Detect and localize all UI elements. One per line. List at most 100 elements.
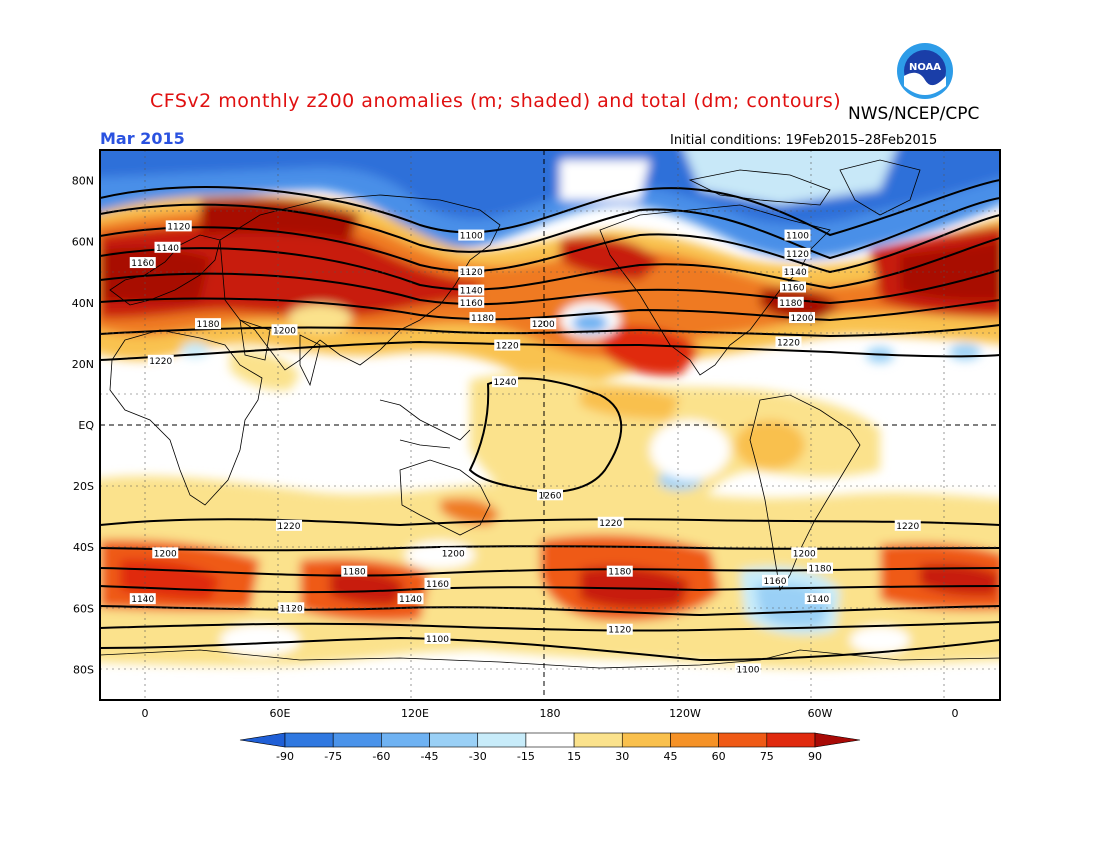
contour-label: 1240 <box>492 376 518 388</box>
svg-text:1120: 1120 <box>167 222 190 232</box>
svg-text:1180: 1180 <box>809 565 832 575</box>
lon-tick-label: 0 <box>952 707 959 720</box>
svg-text:1220: 1220 <box>599 519 622 529</box>
svg-text:1100: 1100 <box>786 232 809 242</box>
contour-label: 1220 <box>775 336 802 349</box>
colorbar-swatch <box>381 732 430 748</box>
lat-tick-label: 80S <box>73 663 94 676</box>
svg-text:1200: 1200 <box>793 549 816 559</box>
colorbar-label: -60 <box>372 750 390 763</box>
svg-text:1180: 1180 <box>608 568 631 578</box>
svg-text:1200: 1200 <box>154 549 177 559</box>
lon-tick-label: 60E <box>270 707 291 720</box>
colorbar-label: -45 <box>421 750 439 763</box>
contour-label: 1200 <box>791 547 818 559</box>
lon-tick-label: 120W <box>669 707 701 720</box>
svg-text:1160: 1160 <box>782 284 805 294</box>
colorbar-label: 90 <box>808 750 822 763</box>
contour-label: 1200 <box>789 312 815 324</box>
colorbar-label: -15 <box>517 750 535 763</box>
svg-text:1100: 1100 <box>460 232 483 242</box>
colorbar-swatch <box>284 732 334 748</box>
svg-text:1220: 1220 <box>496 342 519 352</box>
svg-text:1180: 1180 <box>343 568 366 578</box>
contour-label: 1200 <box>271 324 298 336</box>
contour-label: 1200 <box>440 547 467 559</box>
contour-labels: 1120114011601100112011401160118011801200… <box>129 220 921 675</box>
contour-label: 1100 <box>458 229 485 242</box>
colorbar-label: 60 <box>712 750 726 763</box>
contour-label: 1140 <box>458 284 485 297</box>
contour-label: 1180 <box>341 565 368 578</box>
svg-text:1260: 1260 <box>539 491 562 501</box>
contour-label: 1100 <box>735 663 761 675</box>
svg-text:1180: 1180 <box>471 314 494 324</box>
height-contours <box>100 179 1000 662</box>
contour-label: 1200 <box>530 318 557 330</box>
graticule <box>100 150 1000 700</box>
colorbar-swatch <box>477 732 527 748</box>
svg-text:1140: 1140 <box>460 287 483 297</box>
svg-text:1120: 1120 <box>280 604 303 614</box>
contour-label: 1140 <box>154 241 181 254</box>
colorbar-swatch <box>814 732 861 748</box>
colorbar-swatch <box>332 732 382 748</box>
contour-label: 1180 <box>469 312 496 324</box>
contour-label: 1120 <box>606 623 633 636</box>
svg-text:1140: 1140 <box>399 595 422 605</box>
svg-text:1120: 1120 <box>608 626 631 636</box>
lat-tick-label: 60N <box>72 236 94 249</box>
svg-text:1120: 1120 <box>460 268 483 278</box>
contour-label: 1200 <box>152 547 179 559</box>
contour-label: 1220 <box>276 519 302 532</box>
svg-text:1200: 1200 <box>442 549 465 559</box>
colorbar-swatch <box>718 732 768 748</box>
svg-text:1240: 1240 <box>494 378 517 388</box>
contour-label: 1260 <box>537 489 563 501</box>
anomaly-shading <box>100 150 1000 700</box>
initial-conditions: Initial conditions: 19Feb2015–28Feb2015 <box>670 133 938 148</box>
contour-label: 1140 <box>782 266 809 278</box>
contour-label: 1120 <box>278 602 305 614</box>
svg-text:1220: 1220 <box>278 522 301 532</box>
contour-label: 1180 <box>606 565 633 578</box>
svg-text:1180: 1180 <box>197 320 220 330</box>
colorbar-swatch <box>766 732 816 748</box>
longitude-labels: 0 60E 120E 180 120W 60W 0 <box>142 707 959 720</box>
colorbar-swatch <box>621 732 671 748</box>
agency-label: NWS/NCEP/CPC <box>848 104 980 124</box>
svg-text:1140: 1140 <box>806 595 829 605</box>
contour-label: 1180 <box>807 562 833 575</box>
lon-tick-label: 60W <box>808 707 833 720</box>
svg-text:1120: 1120 <box>786 250 809 260</box>
lat-tick-label: 80N <box>72 175 94 188</box>
lat-tick-label: 40S <box>73 541 94 554</box>
contour-label: 1160 <box>458 296 485 309</box>
svg-text:1160: 1160 <box>426 580 449 590</box>
contour-label: 1160 <box>129 257 156 269</box>
contour-label: 1180 <box>777 296 804 309</box>
map-frame <box>99 149 1001 701</box>
colorbar-swatch <box>239 732 286 748</box>
colorbar-swatch <box>573 732 623 748</box>
lat-tick-label: 40N <box>72 297 94 310</box>
colorbar-label: 15 <box>567 750 581 763</box>
colorbar-swatch <box>670 732 719 748</box>
contour-label: 1160 <box>762 574 788 587</box>
colorbar-label: -30 <box>469 750 487 763</box>
contour-label: 1220 <box>494 339 521 352</box>
svg-text:1140: 1140 <box>131 595 154 605</box>
contour-label: 1220 <box>894 519 921 532</box>
noaa-logo-text: NOAA <box>909 62 941 73</box>
contour-label: 1140 <box>397 593 424 605</box>
reference-lines <box>100 150 1000 700</box>
contour-label: 1100 <box>424 632 451 645</box>
colorbar-label: -75 <box>324 750 342 763</box>
contour-label: 1120 <box>784 247 811 260</box>
contour-label: 1140 <box>804 593 831 605</box>
svg-text:1220: 1220 <box>777 339 800 349</box>
svg-text:1220: 1220 <box>149 357 172 367</box>
latitude-labels: 80N 60N 40N 20N EQ 20S 40S 60S 80S <box>72 175 95 677</box>
svg-text:1220: 1220 <box>896 522 919 532</box>
